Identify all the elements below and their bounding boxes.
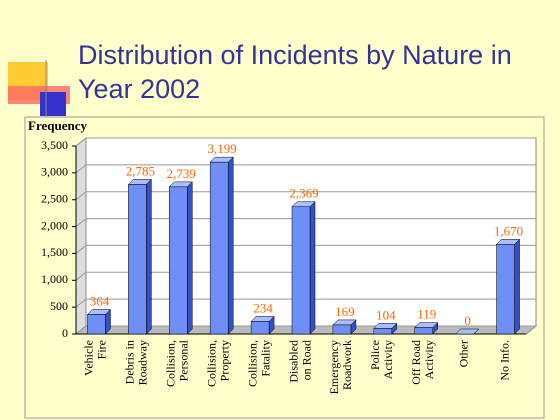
x-tick-label: Vehicle [82, 340, 96, 376]
decor-square [40, 92, 66, 116]
y-tick-label: 2,500 [41, 191, 68, 205]
y-tick-label: 2,000 [41, 218, 68, 232]
value-label: 0 [464, 313, 471, 328]
bar [128, 184, 147, 335]
y-tick-label: 1,000 [41, 272, 68, 286]
y-tick-label: 0 [62, 326, 68, 340]
grid-line [75, 218, 536, 227]
grid-line [75, 191, 536, 201]
grid-line [75, 137, 536, 147]
grid-line [75, 298, 536, 308]
grid-line [75, 271, 536, 281]
grid-line [75, 244, 536, 254]
side-wall [75, 136, 87, 336]
y-axis-label: Frequency [28, 118, 87, 133]
x-tick-label: Collision, [245, 340, 259, 387]
value-label: 104 [376, 307, 396, 322]
bar [496, 244, 515, 335]
y-tick-label: 3,000 [41, 165, 68, 179]
x-tick-label: Personal [177, 339, 191, 381]
y-tick-label: 1,500 [41, 245, 68, 259]
value-label: 2,369 [289, 186, 318, 201]
x-tick-label: Roadway [136, 340, 150, 385]
bar [291, 206, 311, 335]
x-tick-label: Property [217, 340, 231, 381]
bar-side [187, 181, 193, 335]
value-label: 234 [253, 300, 273, 315]
bar [209, 161, 229, 335]
bar-side [514, 238, 520, 335]
x-tick-label: Police [368, 340, 382, 370]
x-tick-label: No Info. [497, 340, 511, 381]
x-tick-label: Collision, [204, 340, 218, 387]
bar [250, 321, 270, 335]
x-tick-label: Other [456, 340, 470, 367]
value-label: 364 [90, 293, 110, 308]
value-label: 2,739 [167, 166, 196, 181]
slide-title: Distribution of Incidents by Nature in Y… [78, 40, 512, 104]
x-tick-label: Activity [381, 340, 395, 379]
bar [169, 186, 188, 335]
x-tick-label: Fire [95, 340, 109, 359]
bar-side [146, 178, 152, 335]
x-tick-label: Disabled [286, 340, 300, 383]
x-tick-label: Roadwork [340, 340, 354, 390]
x-tick-label: Off Road [409, 340, 423, 385]
bar [332, 324, 352, 335]
value-label: 3,199 [208, 141, 237, 156]
x-tick-label: Emergency [327, 340, 341, 394]
bar-side [227, 156, 234, 335]
x-tick-label: Collision, [164, 340, 178, 387]
x-tick-label: Activity [422, 340, 436, 379]
bar-side [309, 201, 316, 335]
bar [373, 328, 393, 335]
bar [414, 327, 433, 335]
value-label: 169 [335, 304, 355, 319]
y-tick-label: 3,500 [41, 138, 68, 152]
value-label: 1,670 [494, 223, 523, 238]
x-tick-label: Debris in [123, 340, 137, 384]
value-label: 2,785 [126, 163, 155, 178]
value-label: 119 [417, 307, 436, 322]
y-tick-label: 500 [50, 299, 68, 313]
x-tick-label: Fatality [258, 340, 272, 377]
x-tick-label: on Road [299, 340, 313, 380]
bar-top [455, 328, 480, 335]
grid-line [75, 164, 536, 174]
bar [87, 314, 106, 335]
